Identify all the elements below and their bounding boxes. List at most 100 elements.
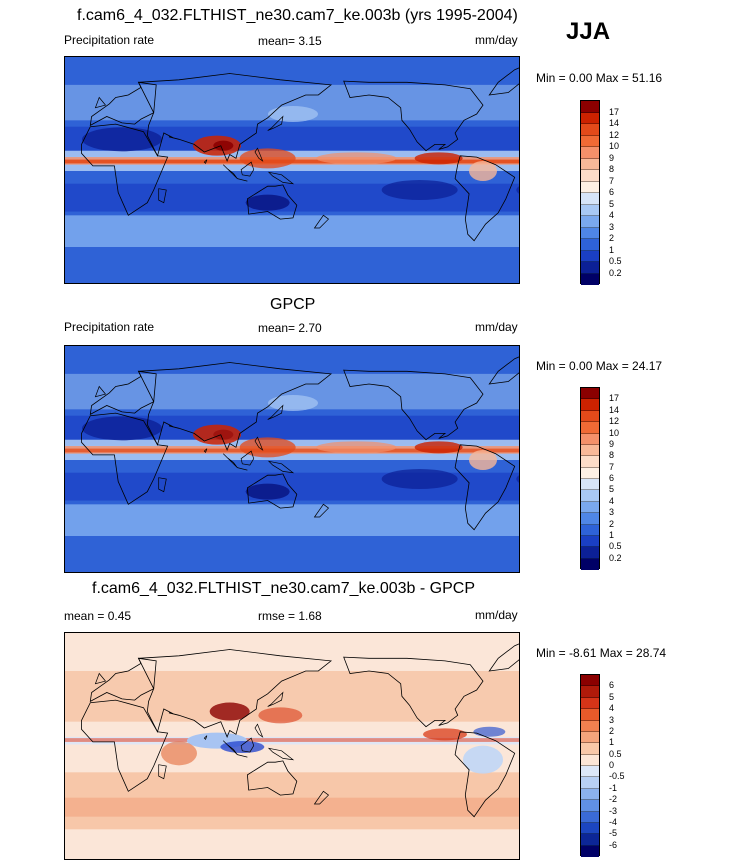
precip-map-gpcp [64, 345, 520, 573]
continent-outline [454, 155, 516, 242]
colorbar-tick-label: 0.5 [609, 541, 622, 552]
colorbar-swatch [581, 273, 599, 285]
colorbar-tick-label: 14 [609, 404, 620, 415]
colorbar-swatch [581, 388, 599, 400]
island-outline [203, 448, 208, 454]
colorbar-swatch [581, 845, 599, 857]
island-outline [237, 467, 248, 471]
colorbar-swatch [581, 467, 599, 479]
colorbar-swatch [581, 112, 599, 124]
field-dry-region [82, 416, 162, 441]
continent-outline [343, 656, 484, 728]
island-outline [223, 740, 238, 755]
field-anomaly [473, 726, 506, 737]
island-outline [267, 171, 295, 185]
colorbar-tick-label: 3 [609, 507, 615, 518]
colorbar-tick-label: -1 [609, 782, 618, 793]
continent-outline [81, 699, 169, 792]
continent-outline [246, 760, 298, 796]
island-outline [223, 164, 238, 179]
colorbar-tick-label: 9 [609, 152, 615, 163]
colorbar [580, 100, 600, 285]
panel-title: f.cam6_4_032.FLTHIST_ne30.cam7_ke.003b (… [77, 7, 518, 24]
colorbar-tick-label: 7 [609, 175, 615, 186]
continent-outline [137, 362, 333, 451]
field-maximum [239, 148, 296, 169]
island-outline [267, 115, 284, 131]
colorbar-swatch [581, 456, 599, 468]
colorbar-tick-label: 4 [609, 495, 615, 506]
colorbar-tick-label: 9 [609, 438, 615, 449]
island-outline [203, 159, 208, 165]
colorbar-swatch [581, 777, 599, 789]
min-max-label: Min = -8.61 Max = 28.74 [536, 646, 667, 660]
colorbar-tick-label: 4 [609, 703, 615, 714]
colorbar-swatch [581, 834, 599, 846]
colorbar-swatch [581, 422, 599, 434]
colorbar-swatch [581, 709, 599, 721]
colorbar-swatch [581, 124, 599, 136]
colorbar-swatch [581, 479, 599, 491]
field-dry-region [516, 475, 519, 483]
colorbar-tick-label: 2 [609, 518, 615, 529]
field-maximum [414, 441, 463, 454]
colorbar-swatch [581, 811, 599, 823]
panel-left-label: Precipitation rate [64, 320, 155, 334]
panel-right-label: mm/day [475, 320, 518, 334]
panel-right-label: mm/day [475, 608, 518, 622]
field-anomaly [220, 741, 265, 753]
min-max-label: Min = 0.00 Max = 51.16 [536, 71, 663, 85]
colorbar-tick-label: -5 [609, 828, 618, 839]
colorbar-swatch [581, 101, 599, 113]
colorbar-tick-label: 0.5 [609, 256, 622, 266]
colorbar-tick-label: 17 [609, 106, 620, 117]
panel-center-label: mean= 3.15 [258, 34, 322, 48]
colorbar-swatch [581, 501, 599, 514]
field-dry-region [516, 186, 519, 194]
colorbar-swatch [581, 444, 599, 457]
min-max-label: Min = 0.00 Max = 24.17 [536, 359, 663, 373]
colorbar-tick-label: 7 [609, 461, 615, 472]
continent-outline [246, 473, 298, 509]
colorbar-swatch [581, 731, 599, 744]
field-dry-region [381, 469, 458, 489]
colorbar-tick-label: 4 [609, 210, 615, 220]
panel-title: f.cam6_4_032.FLTHIST_ne30.cam7_ke.003b -… [92, 580, 476, 597]
colorbar-swatch [581, 754, 599, 766]
field-dry-region [245, 483, 290, 500]
colorbar-tick-label: 17 [609, 393, 620, 404]
continent-outline [488, 356, 519, 385]
colorbar-tick-label: 10 [609, 141, 620, 151]
continent-outline [488, 643, 519, 672]
island-outline [313, 790, 330, 805]
continent-outline [81, 412, 169, 505]
field-maximum [239, 437, 296, 458]
colorbar-tick-label: -2 [609, 794, 618, 805]
field-band [65, 738, 519, 742]
colorbar-tick-label: 5 [609, 691, 615, 702]
colorbar-tick-label: 0 [609, 760, 615, 770]
island-outline [158, 764, 167, 780]
island-outline [94, 96, 107, 109]
field-anomaly [258, 707, 303, 724]
field-dry-region [82, 127, 162, 152]
colorbar-tick-label: 2 [609, 233, 615, 243]
colorbar-swatch [581, 800, 599, 812]
colorbar-swatch [581, 675, 599, 687]
colorbar-tick-label: -0.5 [609, 771, 625, 782]
colorbar-swatch [581, 547, 599, 559]
precip-difference-map [64, 632, 520, 860]
island-outline [254, 436, 264, 451]
island-outline [254, 723, 264, 738]
colorbar-swatch [581, 766, 599, 778]
field-dry-region [245, 194, 290, 211]
colorbar-tick-label: 3 [609, 221, 615, 232]
colorbar-swatch [581, 697, 599, 710]
field-dry-region [268, 106, 318, 122]
colorbar-swatch [581, 788, 599, 801]
colorbar-swatch [581, 239, 599, 251]
colorbar-tick-label: -4 [609, 816, 618, 827]
colorbar-tick-label: 10 [609, 427, 620, 438]
colorbar-swatch [581, 558, 599, 570]
field-maximum [414, 152, 463, 165]
